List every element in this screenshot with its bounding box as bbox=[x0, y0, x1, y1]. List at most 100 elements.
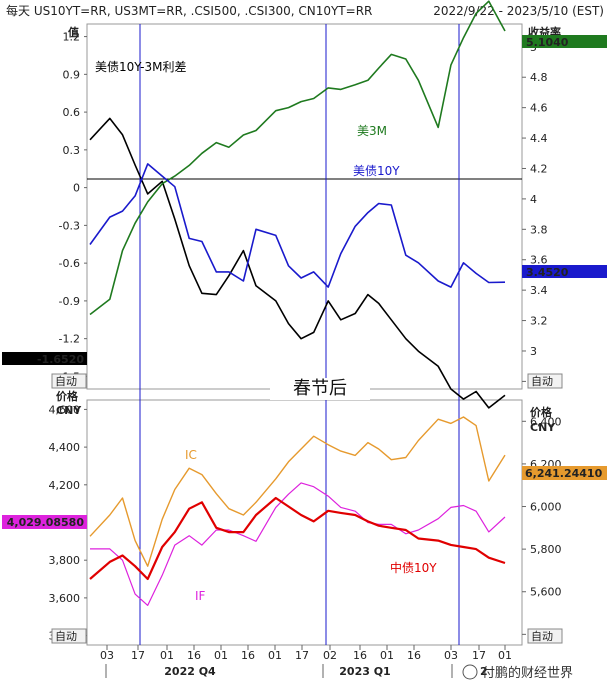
left-tick-label: 4,400 bbox=[49, 441, 81, 454]
x-tick-label: 01 bbox=[498, 649, 512, 662]
header-bar bbox=[0, 0, 611, 20]
right-tick-label: 3.2 bbox=[530, 315, 548, 328]
wechat-icon bbox=[462, 664, 478, 680]
x-tick-label: 16 bbox=[241, 649, 255, 662]
x-tick-label: 17 bbox=[131, 649, 145, 662]
badge-spread: -1.6520 bbox=[2, 352, 87, 366]
x-tick-label: 16 bbox=[353, 649, 367, 662]
left-tick-label: 3,600 bbox=[49, 592, 81, 605]
watermark-text: 付鹏的财经世界 bbox=[482, 665, 573, 681]
right-tick-label: 4 bbox=[530, 193, 537, 206]
label-ic: IC bbox=[185, 448, 197, 462]
left-tick-label: -0.3 bbox=[59, 219, 80, 232]
top-left-auto-label: 自动 bbox=[55, 375, 77, 388]
top-series-group bbox=[89, 0, 506, 409]
middle-caption: 春节后 bbox=[293, 378, 347, 399]
x-tick-label: 16 bbox=[407, 649, 421, 662]
x-tick-label: 02 bbox=[323, 649, 337, 662]
x-tick-label: 03 bbox=[100, 649, 114, 662]
right-tick-label: 3 bbox=[530, 345, 537, 358]
watermark: 付鹏的财经世界 bbox=[462, 664, 573, 681]
left-tick-label: -0.9 bbox=[59, 295, 80, 308]
badge-if: 4,029.08580 bbox=[2, 515, 87, 529]
bottom-left-axis-title-1: 价格 bbox=[56, 389, 79, 403]
bottom-right-axis-title-2: CNY bbox=[530, 421, 556, 434]
top-left-axis: 1.20.90.60.30-0.3-0.6-0.9-1.2-1.5 bbox=[59, 31, 87, 383]
label-us10y: 美债10Y bbox=[353, 164, 400, 178]
bottom-right-auto-button[interactable]: 自动 bbox=[527, 628, 563, 644]
top-right-auto-label: 自动 bbox=[531, 375, 553, 388]
bottom-left-auto-button[interactable]: 自动 bbox=[51, 628, 87, 644]
us3m-line bbox=[89, 0, 506, 316]
label-cn10y: 中债10Y bbox=[390, 560, 437, 575]
right-tick-label: 4.4 bbox=[530, 132, 548, 145]
x-tick-label: 03 bbox=[444, 649, 458, 662]
x-tick-label: 01 bbox=[214, 649, 228, 662]
bottom-right-axis-title-1: 价格 bbox=[530, 405, 553, 419]
left-tick-label: 4,200 bbox=[49, 479, 81, 492]
label-us3m: 美3M bbox=[357, 124, 387, 138]
x-tick-label: 17 bbox=[472, 649, 486, 662]
right-tick-label: 3.4 bbox=[530, 284, 548, 297]
badge-ic-text: 6,241.24410 bbox=[525, 467, 603, 480]
left-tick-label: 1.2 bbox=[63, 31, 81, 44]
badge-us10y: 3.4520 bbox=[522, 265, 607, 279]
bottom-right-auto-label: 自动 bbox=[531, 630, 553, 643]
label-if: IF bbox=[195, 589, 206, 603]
x-tick-label: 16 bbox=[187, 649, 201, 662]
left-tick-label: 0.9 bbox=[63, 68, 81, 81]
header-date-range: 2022/9/22 - 2023/5/10 (EST) bbox=[433, 4, 604, 18]
left-tick-label: -1.2 bbox=[59, 333, 80, 346]
ic-line bbox=[89, 416, 506, 567]
vertical-markers bbox=[139, 24, 460, 645]
label-spread: 美债10Y-3M利差 bbox=[95, 60, 187, 74]
us10y-line bbox=[89, 163, 506, 288]
left-tick-label: 4,600 bbox=[49, 403, 81, 416]
right-tick-label: 4.2 bbox=[530, 162, 548, 175]
left-tick-label: -0.6 bbox=[59, 257, 80, 270]
top-right-axis: 54.84.64.44.243.83.63.43.232.8 bbox=[522, 41, 548, 388]
spread-line bbox=[89, 117, 506, 409]
badge-ic: 6,241.24410 bbox=[522, 466, 607, 480]
x-tick-label: 01 bbox=[160, 649, 174, 662]
bottom-panel-frame bbox=[86, 399, 523, 646]
badge-us3m-text: 5.1040 bbox=[526, 36, 569, 49]
top-right-auto-button[interactable]: 自动 bbox=[527, 373, 563, 389]
left-tick-label: 0.3 bbox=[63, 144, 81, 157]
badge-if-text: 4,029.08580 bbox=[7, 516, 85, 529]
x-axis: 03 17 01 16 01 16 01 17 02 16 01 16 03 17 01 bbox=[100, 645, 512, 662]
right-tick-label: 3.6 bbox=[530, 254, 548, 267]
if-line bbox=[90, 482, 506, 607]
right-tick-label: 6,000 bbox=[530, 501, 562, 514]
header-title: 每天 US10YT=RR, US3MT=RR, .CSI500, .CSI300… bbox=[6, 3, 372, 18]
x-tick-label: 01 bbox=[268, 649, 282, 662]
right-tick-label: 5,800 bbox=[530, 543, 562, 556]
top-left-auto-button[interactable]: 自动 bbox=[51, 373, 87, 389]
x-axis-quarters: 2022 Q4 2023 Q1 2 bbox=[105, 664, 488, 678]
right-tick-label: 4.8 bbox=[530, 71, 548, 84]
top-panel-frame bbox=[86, 23, 523, 390]
caption-bg bbox=[270, 378, 370, 400]
left-tick-label: 3,800 bbox=[49, 554, 81, 567]
badge-us10y-text: 3.4520 bbox=[526, 266, 569, 279]
badge-us3m: 5.1040 bbox=[522, 35, 607, 49]
x-quarter-label: 2023 Q1 bbox=[339, 665, 390, 678]
right-tick-label: 3.8 bbox=[530, 223, 548, 236]
bottom-left-axis-title-2: CNY bbox=[56, 404, 82, 417]
right-tick-label: 5,600 bbox=[530, 586, 562, 599]
left-tick-label: 0.6 bbox=[63, 106, 81, 119]
bottom-left-auto-label: 自动 bbox=[55, 630, 77, 643]
x-tick-label: 01 bbox=[380, 649, 394, 662]
right-tick-label: 6,400 bbox=[530, 415, 562, 428]
cn10y-line bbox=[89, 496, 506, 581]
x-tick-label: 17 bbox=[295, 649, 309, 662]
left-tick-label: 0 bbox=[73, 182, 80, 195]
x-quarter-label: 2 bbox=[480, 665, 488, 678]
right-tick-label: 4.6 bbox=[530, 102, 548, 115]
badge-spread-text: -1.6520 bbox=[37, 353, 84, 366]
top-left-axis-title: 值 bbox=[68, 25, 79, 39]
x-quarter-label: 2022 Q4 bbox=[164, 665, 216, 678]
bottom-series-group bbox=[89, 416, 506, 607]
